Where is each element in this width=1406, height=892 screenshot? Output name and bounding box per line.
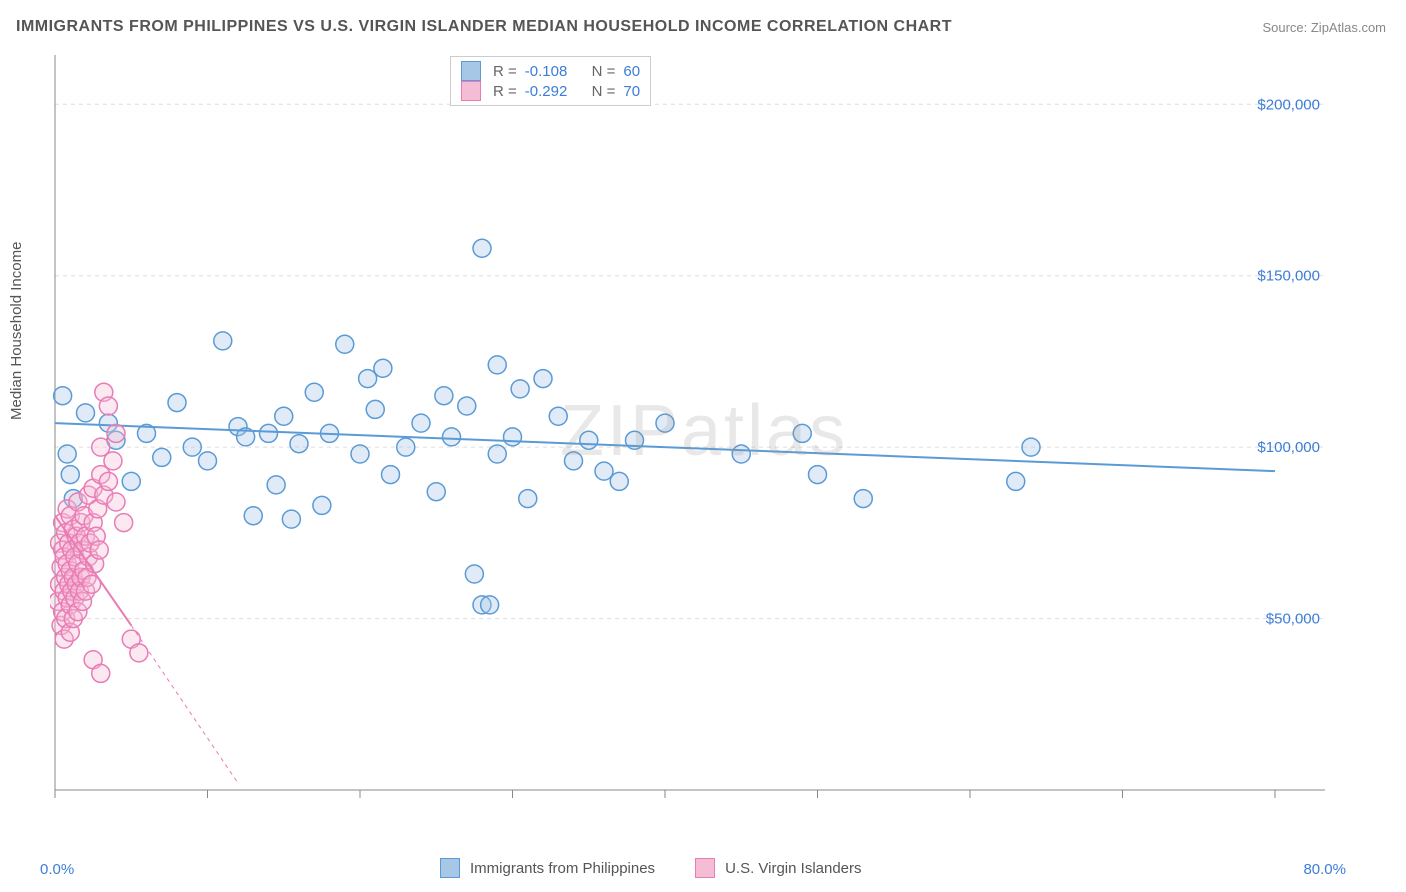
- r-label: R =: [493, 63, 517, 80]
- data-point: [290, 435, 308, 453]
- data-point: [336, 335, 354, 353]
- data-point: [481, 596, 499, 614]
- n-label: N =: [592, 63, 616, 80]
- data-point: [382, 466, 400, 484]
- data-point: [122, 472, 140, 490]
- data-point: [168, 394, 186, 412]
- data-point: [54, 387, 72, 405]
- data-point: [504, 428, 522, 446]
- data-point: [809, 466, 827, 484]
- data-point: [107, 424, 125, 442]
- legend-series: Immigrants from Philippines U.S. Virgin …: [440, 858, 862, 878]
- legend-item: Immigrants from Philippines: [440, 858, 655, 878]
- data-point: [534, 370, 552, 388]
- data-point: [1007, 472, 1025, 490]
- legend-correlation: R = -0.108 N = 60 R = -0.292 N = 70: [450, 56, 651, 106]
- data-point: [565, 452, 583, 470]
- data-point: [275, 407, 293, 425]
- data-point: [1022, 438, 1040, 456]
- legend-label: Immigrants from Philippines: [470, 860, 655, 877]
- data-point: [549, 407, 567, 425]
- data-point: [99, 472, 117, 490]
- data-point: [267, 476, 285, 494]
- data-point: [427, 483, 445, 501]
- data-point: [107, 493, 125, 511]
- data-point: [443, 428, 461, 446]
- data-point: [793, 424, 811, 442]
- data-point: [61, 466, 79, 484]
- r-value: -0.292: [525, 83, 568, 100]
- data-point: [313, 496, 331, 514]
- chart-title: IMMIGRANTS FROM PHILIPPINES VS U.S. VIRG…: [16, 18, 952, 36]
- data-point: [92, 664, 110, 682]
- legend-item: U.S. Virgin Islanders: [695, 858, 861, 878]
- data-point: [374, 359, 392, 377]
- legend-row: R = -0.108 N = 60: [461, 61, 640, 81]
- legend-swatch: [695, 858, 715, 878]
- data-point: [580, 431, 598, 449]
- data-point: [412, 414, 430, 432]
- legend-swatch: [440, 858, 460, 878]
- data-point: [465, 565, 483, 583]
- chart-container: IMMIGRANTS FROM PHILIPPINES VS U.S. VIRG…: [0, 0, 1406, 892]
- data-point: [305, 383, 323, 401]
- data-point: [77, 404, 95, 422]
- data-point: [359, 370, 377, 388]
- data-point: [854, 490, 872, 508]
- data-point: [153, 448, 171, 466]
- data-point: [610, 472, 628, 490]
- data-point: [397, 438, 415, 456]
- data-point: [58, 445, 76, 463]
- data-point: [488, 356, 506, 374]
- y-axis-label: Median Household Income: [8, 242, 25, 420]
- n-label: N =: [592, 83, 616, 100]
- scatter-plot: $50,000 $100,000 $150,000 $200,000: [50, 50, 1330, 830]
- data-point: [656, 414, 674, 432]
- data-point: [351, 445, 369, 463]
- legend-label: U.S. Virgin Islanders: [725, 860, 861, 877]
- legend-swatch: [461, 61, 481, 81]
- y-tick-label: $50,000: [1266, 611, 1320, 628]
- data-point: [214, 332, 232, 350]
- data-point: [115, 514, 133, 532]
- data-point: [260, 424, 278, 442]
- data-point: [183, 438, 201, 456]
- data-point: [366, 400, 384, 418]
- y-tick-label: $200,000: [1257, 96, 1320, 113]
- source-label: Source: ZipAtlas.com: [1262, 20, 1386, 35]
- x-axis-min-label: 0.0%: [40, 861, 74, 878]
- data-point: [519, 490, 537, 508]
- data-point: [244, 507, 262, 525]
- data-point: [473, 239, 491, 257]
- y-tick-label: $150,000: [1257, 268, 1320, 285]
- n-value: 60: [623, 63, 640, 80]
- r-label: R =: [493, 83, 517, 100]
- data-point: [488, 445, 506, 463]
- data-point: [595, 462, 613, 480]
- data-point: [99, 397, 117, 415]
- data-point: [435, 387, 453, 405]
- data-point: [90, 541, 108, 559]
- legend-swatch: [461, 81, 481, 101]
- data-point: [104, 452, 122, 470]
- data-point: [511, 380, 529, 398]
- data-point: [282, 510, 300, 528]
- n-value: 70: [623, 83, 640, 100]
- legend-row: R = -0.292 N = 70: [461, 81, 640, 101]
- data-point: [458, 397, 476, 415]
- r-value: -0.108: [525, 63, 568, 80]
- data-point: [732, 445, 750, 463]
- x-axis-max-label: 80.0%: [1303, 861, 1346, 878]
- data-point: [199, 452, 217, 470]
- y-tick-label: $100,000: [1257, 439, 1320, 456]
